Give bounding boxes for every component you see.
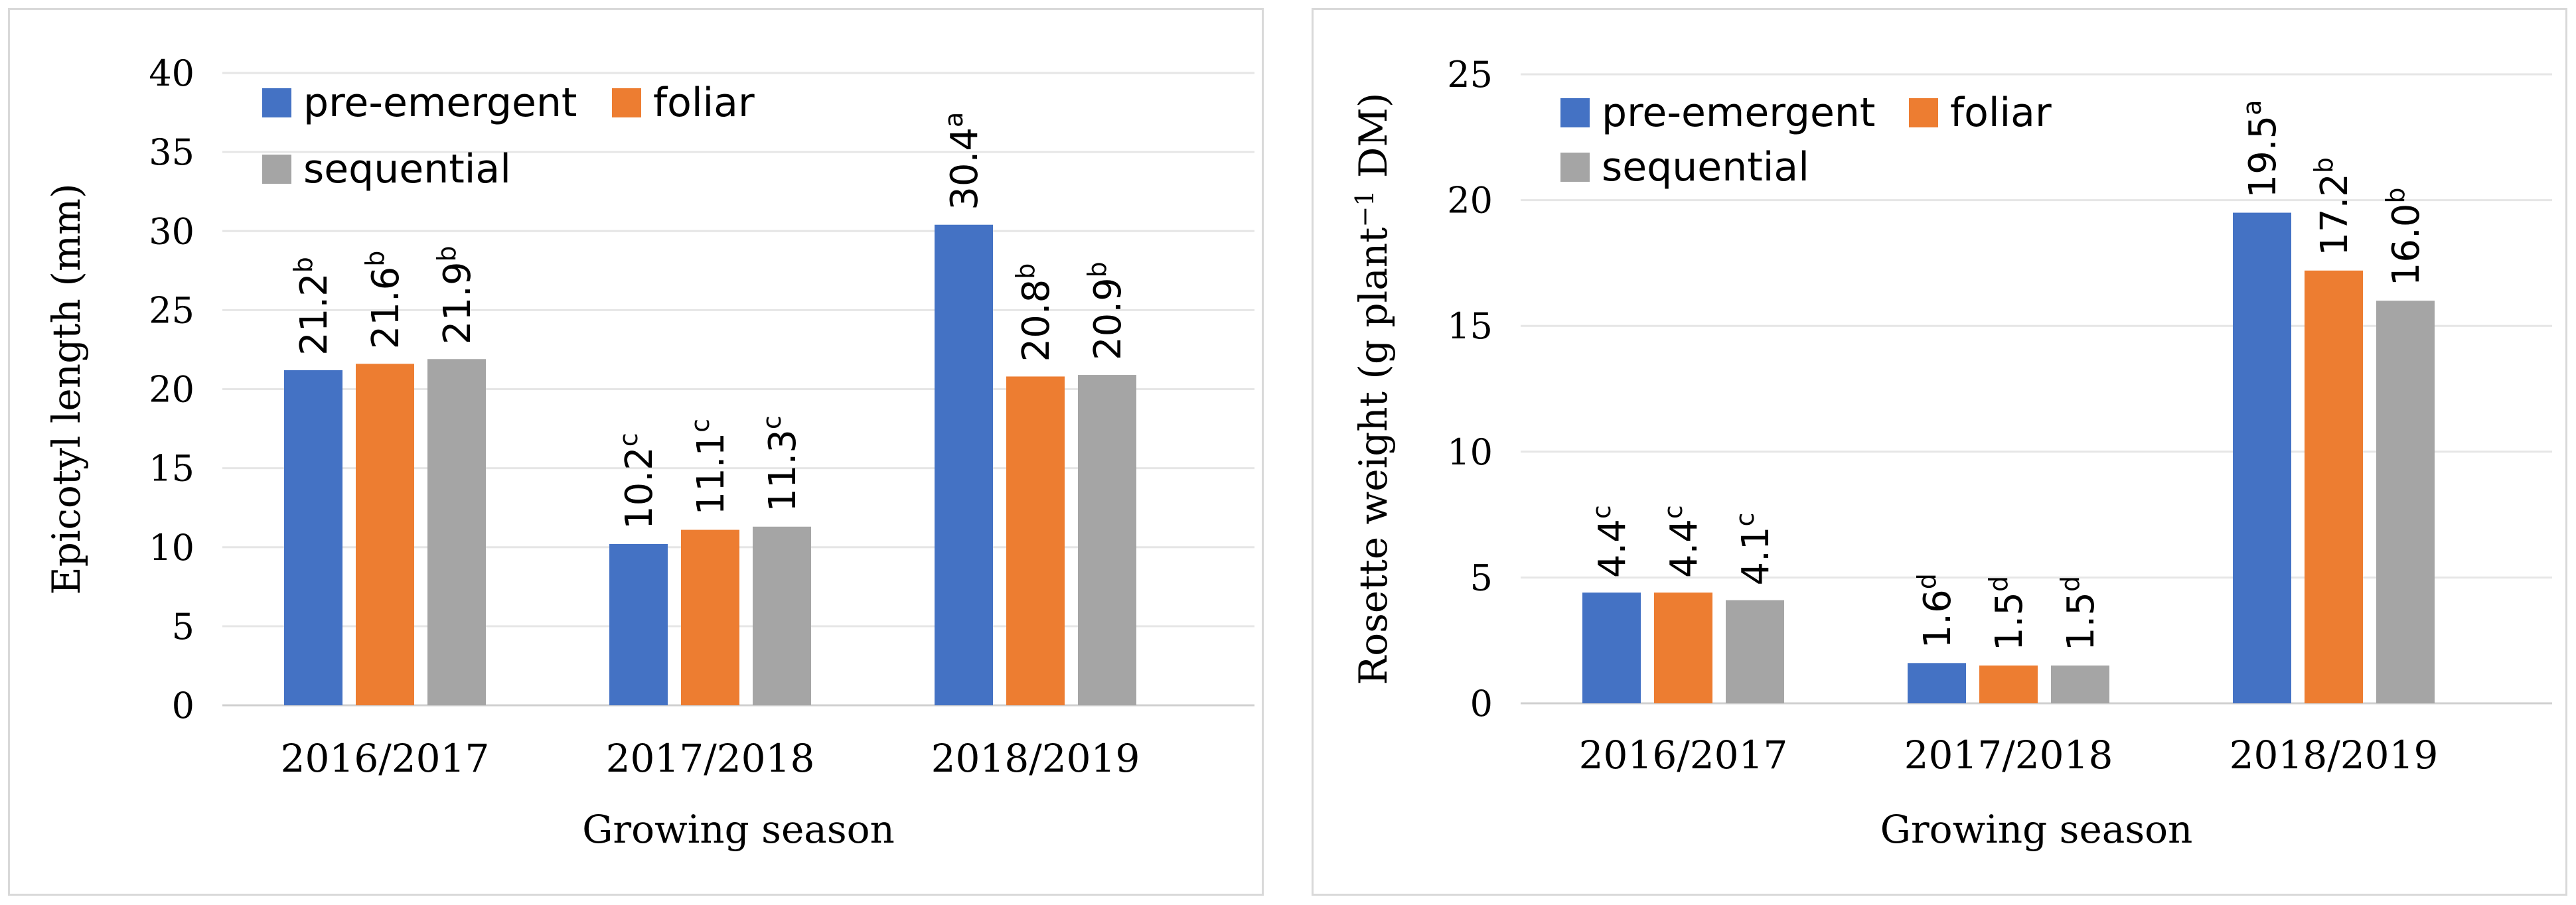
bar-pre-emergent-2017/2018 <box>609 543 668 705</box>
bar-pre-emergent-2018/2019 <box>2233 212 2291 703</box>
y-tick-label: 40 <box>149 52 194 94</box>
y-tick-label: 5 <box>1470 557 1493 598</box>
bar-sequential-2016/2017 <box>427 359 486 705</box>
data-label: 1.6d <box>1912 573 1959 648</box>
bar-foliar-2018/2019 <box>1006 376 1065 705</box>
bar-sequential-2018/2019 <box>1078 375 1136 705</box>
data-label: 4.1c <box>1730 513 1778 586</box>
bar-foliar-2017/2018 <box>681 529 739 705</box>
data-label: 21.9b <box>432 245 479 344</box>
y-tick-label: 5 <box>172 606 194 648</box>
chart-panel-epicotyl: 0 5 10 15 20 25 30 35 40 21.2b 21.6b 21.9b 2016/2017… <box>8 8 1264 896</box>
bar-pre-emergent-2016/2017 <box>284 370 342 705</box>
epicotyl-length-chart: 0 5 10 15 20 25 30 35 40 21.2b 21.6b 21.9b 2016/2017… <box>44 52 1254 852</box>
data-label: 4.4c <box>1659 505 1706 578</box>
category-label: 2017/2018 <box>1904 732 2113 778</box>
legend-swatch-pre-emergent <box>262 88 291 117</box>
legend-swatch-pre-emergent <box>1560 98 1590 127</box>
legend-swatch-sequential <box>262 155 291 184</box>
category-label: 2016/2017 <box>281 736 490 781</box>
bar-sequential-2017/2018 <box>2051 665 2109 703</box>
y-tick-label: 15 <box>1447 305 1493 347</box>
data-label: 20.9b <box>1083 261 1130 360</box>
data-label: 4.4c <box>1587 505 1634 578</box>
chart-panel-rosette: 0 5 10 15 20 25 4.4c 4.4c 4.1c 2016/2017 1.6d 1.5d 1… <box>1312 8 2567 896</box>
y-tick-label: 10 <box>149 527 194 569</box>
data-label: 1.5d <box>1984 576 2031 651</box>
y-tick-label: 35 <box>149 131 194 173</box>
y-tick-label: 25 <box>149 289 194 331</box>
legend-label-foliar: foliar <box>1950 90 2052 136</box>
bar-pre-emergent-2016/2017 <box>1582 592 1641 703</box>
y-tick-label: 20 <box>1447 180 1493 222</box>
x-axis-title: Growing season <box>1880 807 2193 852</box>
data-label: 11.1c <box>686 419 733 516</box>
bar-foliar-2016/2017 <box>356 364 414 705</box>
y-tick-label: 0 <box>172 685 194 727</box>
data-label: 1.5d <box>2056 576 2103 651</box>
bar-sequential-2018/2019 <box>2376 301 2435 703</box>
category-label: 2018/2019 <box>2230 732 2439 778</box>
category-label: 2018/2019 <box>931 736 1140 781</box>
legend-label-sequential: sequential <box>1602 144 1809 190</box>
data-label: 11.3c <box>757 415 804 512</box>
bar-sequential-2016/2017 <box>1726 600 1784 703</box>
data-label: 17.2b <box>2309 157 2356 256</box>
y-axis-title: Epicotyl length (mm) <box>44 183 89 594</box>
y-tick-label: 10 <box>1447 431 1493 473</box>
category-label: 2017/2018 <box>606 736 815 781</box>
y-tick-label: 25 <box>1447 54 1493 96</box>
bar-pre-emergent-2017/2018 <box>1908 663 1966 703</box>
data-label: 21.6b <box>360 251 408 350</box>
bar-foliar-2017/2018 <box>1979 665 2038 703</box>
x-axis-title: Growing season <box>582 807 895 852</box>
data-label: 21.2b <box>289 257 336 356</box>
legend-label-foliar: foliar <box>653 80 755 126</box>
y-tick-label: 20 <box>149 369 194 411</box>
data-label: 19.5a <box>2237 100 2285 198</box>
y-tick-label: 30 <box>149 210 194 252</box>
y-tick-label: 0 <box>1470 683 1493 725</box>
legend-label-pre-emergent: pre-emergent <box>1602 90 1875 136</box>
legend-swatch-sequential <box>1560 153 1590 182</box>
bar-foliar-2018/2019 <box>2305 270 2363 703</box>
bar-foliar-2016/2017 <box>1654 592 1712 703</box>
data-label: 30.4a <box>939 112 986 210</box>
data-label: 10.2c <box>614 433 661 529</box>
category-label: 2016/2017 <box>1579 732 1788 778</box>
legend-label-pre-emergent: pre-emergent <box>303 80 577 126</box>
bar-pre-emergent-2018/2019 <box>935 224 993 706</box>
bar-sequential-2017/2018 <box>753 526 811 705</box>
data-label: 16.0b <box>2381 187 2428 286</box>
data-label: 20.8b <box>1011 263 1058 362</box>
rosette-weight-chart: 0 5 10 15 20 25 4.4c 4.4c 4.1c 2016/2017 1.6d 1.5d 1… <box>1350 54 2552 852</box>
y-tick-label: 15 <box>149 448 194 490</box>
legend-swatch-foliar <box>1909 98 1938 127</box>
legend-swatch-foliar <box>612 88 641 117</box>
y-axis-title: Rosette weight (g plant−1 DM) <box>1350 93 1396 685</box>
legend-label-sequential: sequential <box>303 146 511 192</box>
